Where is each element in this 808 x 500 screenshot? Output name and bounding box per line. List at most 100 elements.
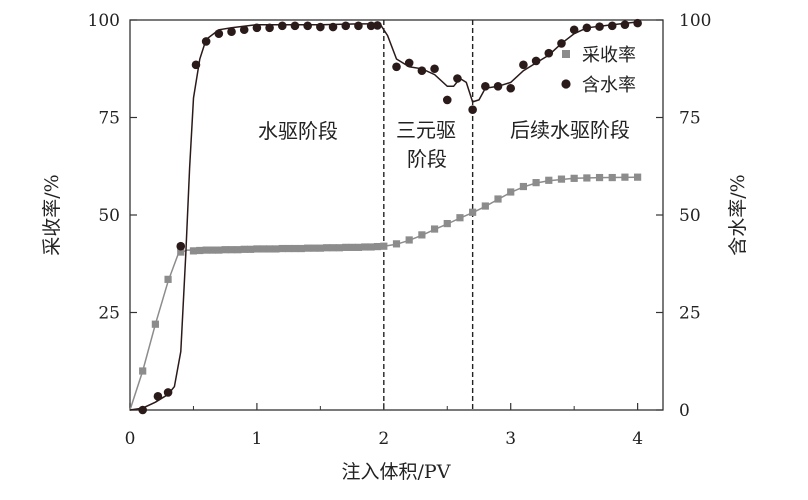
data-point-recovery — [291, 244, 299, 253]
data-point-water-cut — [176, 241, 186, 251]
data-point-water-cut — [138, 405, 147, 415]
data-point-recovery — [335, 244, 343, 252]
x-axis-title: 注入体积/PV — [342, 461, 451, 483]
data-point-recovery — [367, 243, 375, 251]
data-point-recovery — [380, 242, 388, 250]
stage-label-post-water-flood: 后续水驱阶段 — [510, 118, 630, 142]
data-point-water-cut — [607, 21, 617, 31]
data-point-recovery — [285, 244, 293, 253]
data-point-water-cut — [442, 95, 452, 105]
data-point-recovery — [316, 244, 324, 252]
y-left-tick-label: 50 — [98, 206, 120, 226]
data-point-recovery — [329, 244, 337, 252]
x-tick-label: 0 — [125, 429, 136, 449]
legend-label-water-cut: 含水率 — [582, 75, 636, 96]
data-point-water-cut — [239, 25, 249, 35]
data-point-water-cut — [557, 39, 566, 48]
data-point-water-cut — [252, 23, 262, 33]
data-point-recovery — [253, 245, 261, 253]
data-point-recovery — [373, 242, 382, 251]
series-recovery — [129, 173, 642, 411]
data-point-recovery — [570, 174, 578, 182]
data-point-recovery — [304, 244, 312, 252]
plot-area: 0 1 2 3 4 25 50 75 100 0 25 50 75 100 — [88, 11, 712, 449]
y-right-tick-label: 75 — [679, 109, 701, 129]
data-point-recovery — [272, 245, 280, 253]
data-point-water-cut — [316, 22, 325, 32]
data-point-recovery — [557, 175, 566, 183]
right-y-axis-ticks: 0 25 50 75 100 — [656, 11, 711, 421]
data-point-recovery — [215, 246, 223, 254]
data-point-recovery — [519, 182, 528, 191]
data-point-water-cut — [569, 25, 579, 35]
data-point-water-cut — [290, 21, 300, 31]
data-point-recovery — [139, 367, 147, 375]
data-point-recovery — [208, 246, 217, 254]
left-y-axis-ticks: 25 50 75 100 — [88, 11, 137, 411]
data-point-recovery — [545, 176, 553, 184]
data-point-recovery — [196, 246, 204, 255]
data-point-water-cut — [153, 392, 163, 401]
stage-label-ternary-line1: 三元驱 — [396, 118, 456, 142]
data-point-recovery — [234, 246, 242, 254]
data-point-recovery — [443, 219, 451, 228]
data-point-water-cut — [417, 66, 427, 75]
x-tick-label: 1 — [251, 429, 262, 449]
data-point-water-cut — [201, 37, 211, 46]
data-point-water-cut — [506, 83, 516, 93]
left-y-axis-title: 采收率/% — [41, 174, 63, 255]
y-left-tick-label: 25 — [98, 304, 120, 324]
data-point-water-cut — [227, 27, 236, 36]
data-point-recovery — [405, 236, 413, 244]
data-point-recovery — [532, 179, 540, 187]
data-point-recovery — [494, 195, 502, 203]
legend-label-recovery: 采收率 — [582, 45, 636, 66]
data-point-recovery — [608, 173, 616, 182]
legend-marker-recovery — [562, 50, 570, 58]
data-point-recovery — [634, 173, 642, 181]
data-point-water-cut — [277, 21, 287, 31]
data-point-water-cut — [354, 21, 363, 31]
data-point-recovery — [202, 246, 210, 254]
x-tick-label: 4 — [632, 429, 643, 449]
data-point-recovery — [583, 174, 591, 182]
data-point-recovery — [392, 240, 401, 248]
data-point-water-cut — [544, 48, 554, 58]
x-axis-ticks: 0 1 2 3 4 — [125, 403, 643, 449]
data-point-recovery — [621, 173, 629, 181]
right-y-axis-title: 含水率/% — [727, 174, 749, 255]
y-right-tick-label: 0 — [679, 401, 690, 421]
data-point-water-cut — [373, 21, 382, 30]
data-point-water-cut — [430, 64, 439, 74]
data-point-recovery — [246, 245, 255, 253]
data-point-water-cut — [481, 82, 490, 91]
data-point-recovery — [259, 245, 267, 253]
data-point-recovery — [430, 225, 439, 233]
data-point-water-cut — [214, 29, 224, 38]
data-point-recovery — [507, 188, 515, 196]
data-point-recovery — [297, 244, 305, 253]
data-point-water-cut — [341, 21, 351, 31]
data-point-recovery — [164, 275, 172, 283]
data-point-recovery — [151, 320, 159, 328]
data-point-water-cut — [493, 82, 503, 91]
data-point-recovery — [342, 243, 350, 251]
data-point-recovery — [310, 244, 318, 252]
data-point-water-cut — [620, 20, 630, 29]
data-point-water-cut — [468, 105, 477, 114]
y-right-tick-label: 25 — [679, 304, 701, 324]
x-tick-label: 3 — [505, 429, 516, 449]
data-point-water-cut — [595, 22, 604, 31]
data-point-water-cut — [582, 23, 592, 33]
data-point-water-cut — [328, 22, 338, 32]
data-point-water-cut — [531, 56, 541, 66]
data-point-recovery — [221, 246, 229, 254]
data-point-recovery — [469, 208, 477, 216]
data-point-recovery — [418, 231, 426, 239]
data-point-water-cut — [519, 60, 528, 70]
y-right-tick-label: 100 — [679, 11, 711, 31]
data-point-recovery — [323, 244, 331, 252]
data-point-water-cut — [191, 60, 201, 70]
data-point-recovery — [595, 173, 604, 182]
